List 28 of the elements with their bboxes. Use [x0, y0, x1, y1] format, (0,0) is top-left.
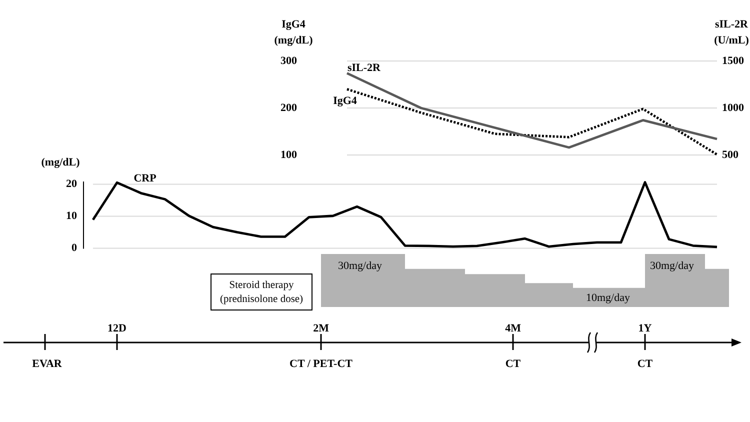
text: EVAR: [32, 358, 63, 370]
line-series: [92, 181, 718, 248]
y-tick-label: 200: [280, 102, 298, 114]
annotation: 30mg/day: [650, 260, 694, 272]
series-label: sIL-2R: [347, 62, 382, 74]
x-tick-label: 1Y: [638, 322, 652, 334]
annotation: 30mg/day: [338, 260, 382, 272]
annotation: 10mg/day: [586, 292, 630, 304]
x-tick-label: 12D: [108, 322, 127, 334]
text: CT: [637, 358, 654, 370]
y2-tick-label: 1000: [722, 102, 744, 114]
text: CT: [505, 358, 522, 370]
y-tick-label: 10: [66, 210, 78, 222]
series-label: CRP: [134, 172, 157, 185]
y-axis-title: IgG4 (mg/dL): [274, 18, 314, 46]
y2-tick-label: 1500: [722, 55, 744, 67]
y-axis-title: (mg/dL): [41, 156, 80, 168]
text: CT / PET-CT: [290, 358, 354, 370]
annotation: Steroid therapy (prednisolone dose): [220, 280, 304, 305]
y-tick-label: 100: [280, 149, 298, 161]
y-tick-label: 0: [72, 242, 78, 254]
series-label: IgG4: [333, 95, 358, 108]
y-tick-label: 20: [66, 178, 78, 190]
y-tick-label: 300: [280, 55, 298, 67]
x-tick-label: 2M: [313, 322, 330, 334]
x-tick-label: 4M: [505, 322, 522, 334]
y2-tick-label: 500: [722, 149, 739, 161]
y2-axis-title: sIL-2R (U/mL): [714, 18, 750, 46]
